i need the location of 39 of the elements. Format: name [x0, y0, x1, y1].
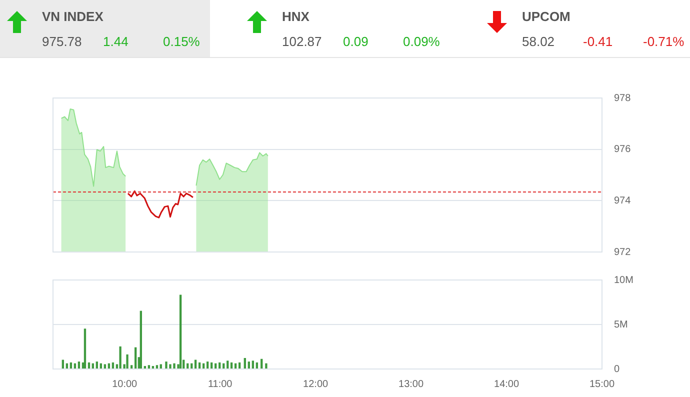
text: 1.44 — [103, 34, 128, 49]
bar — [140, 310, 142, 369]
bar — [119, 346, 122, 369]
bar — [84, 328, 86, 369]
bar — [104, 364, 106, 369]
y-tick-label: 974 — [614, 195, 632, 206]
text: 102.87 — [282, 34, 322, 49]
bar — [173, 363, 176, 369]
x-tick-label: 11:00 — [208, 378, 233, 390]
bar — [252, 360, 254, 369]
x-tick-label: 14:00 — [494, 378, 520, 390]
bar — [179, 294, 182, 369]
text: VN INDEX — [42, 9, 104, 24]
y-tick-label: 5M — [614, 319, 628, 330]
text: HNX — [282, 9, 310, 24]
y-tick-label: 0 — [614, 364, 620, 375]
bar — [226, 360, 229, 369]
bar — [165, 362, 168, 369]
y-tick-label: 976 — [614, 144, 632, 156]
text: 0.15% — [163, 34, 200, 49]
text: 0.09% — [403, 34, 440, 49]
x-tick-label: 13:00 — [398, 378, 424, 390]
y-tick-label: 972 — [614, 246, 632, 258]
bar — [126, 354, 128, 369]
bar — [265, 363, 268, 369]
text: 58.02 — [522, 34, 555, 49]
text: 975.78 — [42, 34, 82, 49]
text: -0.41 — [583, 34, 613, 49]
text: UPCOM — [522, 9, 570, 24]
x-tick-label: 10:00 — [112, 378, 138, 390]
bar — [169, 364, 172, 369]
text: 0.09 — [343, 34, 368, 49]
y-tick-label: 978 — [614, 92, 632, 104]
text: -0.71% — [643, 34, 684, 49]
x-tick-label: 15:00 — [589, 378, 615, 390]
bar — [160, 364, 162, 369]
x-tick-label: 12:00 — [303, 378, 329, 390]
bar — [134, 347, 137, 369]
y-tick-label: 10M — [614, 274, 634, 286]
